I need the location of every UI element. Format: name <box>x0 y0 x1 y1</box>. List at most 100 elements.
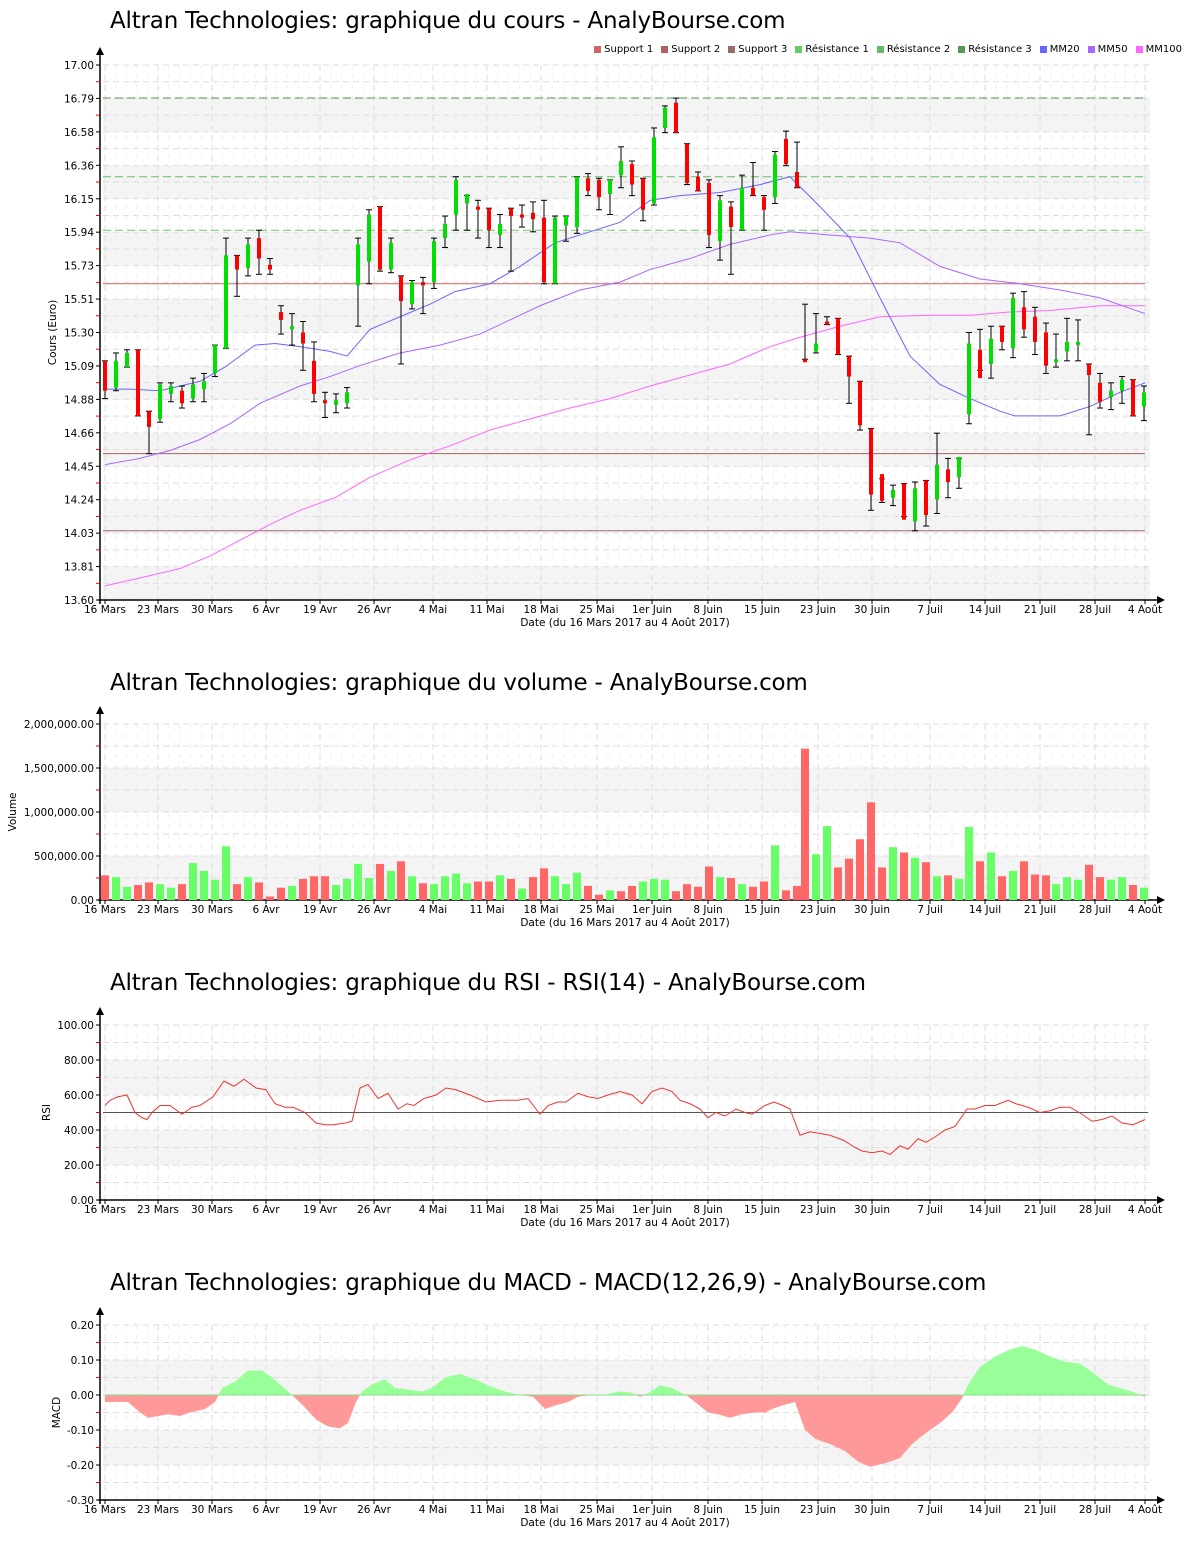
rsi-y-tick-label: 20.00 <box>64 1160 94 1172</box>
volume-bar <box>1107 879 1115 900</box>
candle <box>289 313 295 346</box>
volume-bar <box>889 847 897 900</box>
candle <box>596 177 602 211</box>
price-y-tick-label: 15.09 <box>64 361 94 373</box>
volume-bar <box>672 891 680 900</box>
volume-bar <box>878 867 886 900</box>
legend-item: Support 1 <box>594 44 653 55</box>
macd-x-tick-label: 23 Juin <box>800 1504 836 1516</box>
legend-label: MM50 <box>1097 44 1128 55</box>
price-y-tick-label: 15.73 <box>64 261 94 273</box>
price-x-tick-label: 6 Avr <box>252 604 280 616</box>
price-x-tick-label: 23 Juin <box>800 604 836 616</box>
macd-x-tick-label: 7 Juil <box>917 1504 943 1516</box>
macd-x-tick-label: 30 Mars <box>191 1504 233 1516</box>
candle <box>868 427 874 511</box>
volume-bar <box>419 883 427 900</box>
volume-bar <box>639 881 647 900</box>
volume-y-tick-label: 0.00 <box>71 895 94 907</box>
volume-bar <box>145 882 153 900</box>
volume-bar <box>606 890 614 900</box>
legend-label: Résistance 3 <box>968 44 1032 55</box>
legend-item: MM50 <box>1087 44 1128 55</box>
volume-bar <box>782 890 790 900</box>
volume-bar <box>441 876 449 900</box>
rsi-y-tick-label: 60.00 <box>64 1090 94 1102</box>
candle <box>398 275 404 365</box>
volume-bar <box>683 884 691 900</box>
candle <box>464 194 470 231</box>
candle <box>890 484 896 507</box>
candle <box>1086 363 1092 436</box>
candle <box>988 325 994 379</box>
candle <box>956 456 962 489</box>
volume-bar <box>266 896 274 900</box>
volume-x-tick-label: 23 Mars <box>137 904 179 916</box>
volume-bar <box>376 863 384 900</box>
rsi-chart-title: Altran Technologies: graphique du RSI - … <box>110 970 866 996</box>
legend-item: Résistance 1 <box>795 44 869 55</box>
volume-bar <box>987 852 995 900</box>
volume-bar <box>255 882 263 900</box>
candle <box>802 303 808 363</box>
price-chart-plot: 17.00 16.79 16.58 16.36 16.15 15.94 15.73 15.51… <box>47 47 1165 629</box>
volume-bar <box>1020 861 1028 900</box>
rsi-y-tick-label: 0.00 <box>71 1195 94 1207</box>
volume-x-tick-label: 30 Mars <box>191 904 233 916</box>
price-y-tick-label: 17.00 <box>64 60 94 72</box>
volume-bar <box>288 885 296 900</box>
candle <box>135 349 141 417</box>
volume-x-tick-label: 15 Juin <box>744 904 780 916</box>
volume-bar <box>661 879 669 900</box>
legend-item: Résistance 3 <box>958 44 1032 55</box>
candle <box>728 201 734 275</box>
volume-bar <box>1042 875 1050 900</box>
candle <box>673 97 679 134</box>
price-x-tick-label: 11 Mai <box>469 604 504 616</box>
candle <box>420 276 426 315</box>
volume-x-tick-label: 23 Juin <box>800 904 836 916</box>
candle <box>409 280 415 310</box>
candle <box>530 201 536 233</box>
volume-bar <box>1118 877 1126 900</box>
volume-bar <box>760 881 768 900</box>
volume-x-tick-label: 16 Mars <box>84 904 126 916</box>
volume-bar <box>617 891 625 900</box>
price-x-tick-label: 19 Avr <box>303 604 337 616</box>
candle <box>1130 379 1136 417</box>
candle <box>761 195 767 231</box>
price-y-tick-label: 14.88 <box>64 394 94 406</box>
volume-x-tick-label: 21 Juil <box>1024 904 1056 916</box>
macd-x-tick-label: 30 Juin <box>854 1504 890 1516</box>
candle <box>453 176 459 231</box>
candle <box>739 174 745 231</box>
candle <box>1043 322 1049 374</box>
volume-bar <box>650 878 658 900</box>
volume-bar <box>738 884 746 900</box>
rsi-y-tick-label: 40.00 <box>64 1125 94 1137</box>
volume-bar <box>101 875 109 900</box>
macd-y-tick-label: -0.10 <box>67 1425 94 1437</box>
volume-bar <box>944 875 952 900</box>
candle <box>1097 372 1103 409</box>
macd-x-tick-label: 26 Avr <box>357 1504 391 1516</box>
price-x-tick-label: 25 Mai <box>579 604 614 616</box>
candle <box>190 377 196 403</box>
legend-swatch-icon <box>876 46 884 53</box>
volume-bar <box>211 879 219 900</box>
volume-bar <box>299 878 307 900</box>
volume-bar <box>793 885 801 900</box>
volume-bar <box>705 866 713 900</box>
candle <box>662 105 668 134</box>
candle <box>618 146 624 189</box>
legend-item: MM20 <box>1039 44 1080 55</box>
legend-label: Support 1 <box>604 44 654 55</box>
candle <box>794 141 800 189</box>
rsi-x-tick-label: 25 Mai <box>579 1204 614 1216</box>
candle <box>431 237 437 289</box>
candle <box>388 237 394 274</box>
legend-swatch-icon <box>1135 46 1143 53</box>
price-x-tick-label: 16 Mars <box>84 604 126 616</box>
volume-bar <box>507 878 515 900</box>
rsi-x-tick-label: 23 Mars <box>137 1204 179 1216</box>
